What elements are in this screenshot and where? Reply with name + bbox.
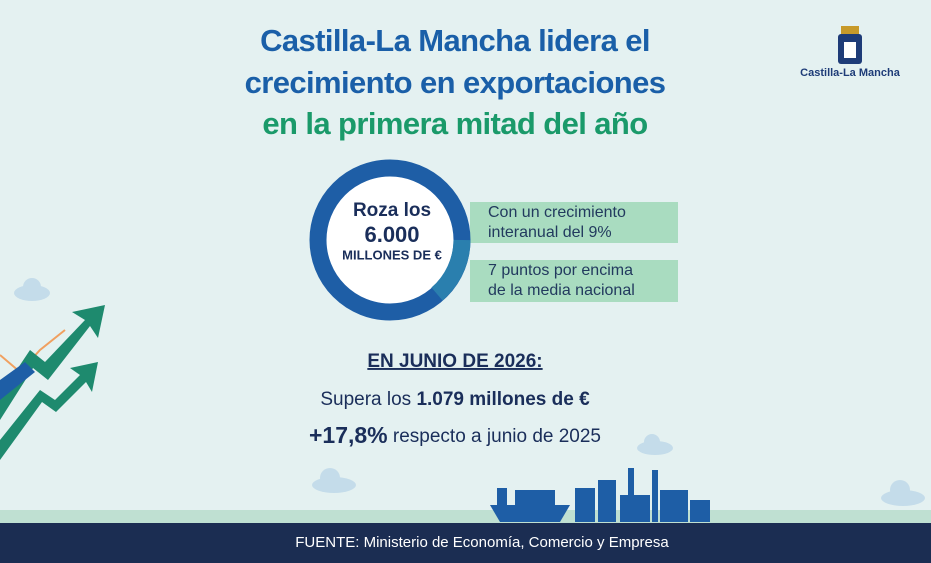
ring-center <box>326 176 454 304</box>
ring-unit: MILLONES DE € <box>342 247 442 262</box>
footer-source: FUENTE: Ministerio de Economía, Comercio… <box>295 534 669 551</box>
skyline <box>490 468 710 522</box>
ring-figure: 6.000 <box>364 222 419 247</box>
logo: Castilla-La Mancha <box>800 26 901 79</box>
june-text: Supera los <box>320 389 416 410</box>
june-heading: EN JUNIO DE 2026: <box>367 351 542 372</box>
info-box <box>470 260 678 302</box>
june-bold: 1.079 millones de € <box>416 389 590 410</box>
june-bold: +17,8% <box>309 422 388 448</box>
june-line: +17,8% respecto a junio de 2025 <box>309 422 601 448</box>
info-box <box>470 202 678 243</box>
ring-top: Roza los <box>353 200 431 221</box>
box-text: Con un crecimiento <box>488 204 626 221</box>
growth-arrows <box>0 305 105 460</box>
logo-label: Castilla-La Mancha <box>800 67 901 79</box>
box-text: 7 puntos por encima <box>488 262 633 279</box>
title-line: crecimiento en exportaciones <box>245 65 666 100</box>
box-text: interanual del 9% <box>488 224 612 241</box>
title-line: Castilla-La Mancha lidera el <box>260 23 650 58</box>
box-text: de la media nacional <box>488 282 635 299</box>
ring-segment <box>431 239 471 301</box>
title-line: en la primera mitad del año <box>262 106 647 141</box>
june-line: Supera los 1.079 millones de € <box>320 389 590 410</box>
june-text: respecto a junio de 2025 <box>388 426 601 447</box>
footer-bar <box>0 523 931 563</box>
ground <box>0 510 931 523</box>
clouds <box>14 278 925 506</box>
